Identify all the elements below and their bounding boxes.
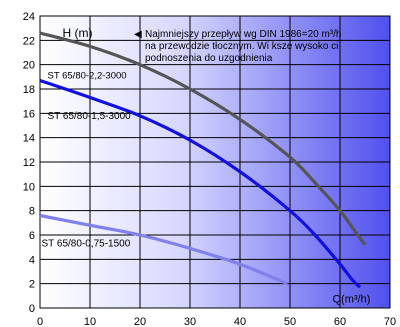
y-tick-label: 8	[29, 206, 35, 218]
x-tick-label: 20	[134, 316, 146, 327]
x-tick-label: 30	[184, 316, 196, 327]
series-line-3	[39, 213, 289, 286]
plot-frame	[39, 15, 391, 309]
y-tick-label: 20	[23, 60, 35, 72]
y-tick-label: 2	[29, 279, 35, 291]
y-axis-label: H (m)	[63, 26, 93, 40]
y-tick-label: 6	[29, 230, 35, 242]
annotation-line-2: na przewodzie tłocznym. Wi ksze wysoko c…	[145, 41, 338, 52]
series-label-st-65-80-0-75-1500: ST 65/80-0,75-1500	[42, 239, 131, 250]
series-line-1	[39, 31, 367, 246]
grid	[39, 15, 391, 309]
y-tick-label: 14	[23, 133, 35, 145]
x-tick-label: 0	[37, 316, 43, 327]
y-tick-label: 24	[23, 11, 35, 23]
annotation: ◀ Najmniejszy przepływ wg DIN 1986=20 m³…	[134, 29, 341, 64]
y-tick-label: 16	[23, 108, 35, 120]
annotation-line-1: Najmniejszy przepływ wg DIN 1986=20 m³/h	[145, 29, 341, 40]
y-tick-label: 4	[29, 254, 35, 266]
y-tick-label: 10	[23, 181, 35, 193]
series-lines	[39, 31, 367, 289]
y-tick-label: 12	[23, 157, 35, 169]
x-tick-label: 40	[234, 316, 246, 327]
y-tick-label: 18	[23, 84, 35, 96]
series-label-st-65-80-2-2-3000: ST 65/80-2,2-3000	[48, 71, 127, 82]
y-tick-label: 22	[23, 35, 35, 47]
x-axis-label: Q(m³/h)	[333, 293, 371, 305]
annotation-line-3: podnoszenia do uzgodnienia	[145, 53, 273, 64]
x-tick-label: 60	[334, 316, 346, 327]
y-tick-label: 0	[29, 303, 35, 315]
series-label-st-65-80-1-5-3000: ST 65/80-1,5-3000	[48, 111, 132, 122]
annotation-marker: ◀	[134, 29, 142, 40]
x-tick-label: 10	[84, 316, 96, 327]
x-tick-label: 50	[284, 316, 296, 327]
x-tick-label: 70	[384, 316, 396, 327]
series-line-2	[39, 78, 362, 289]
x-axis-ticks: 0 10 20 30 40 50 60 70	[37, 316, 396, 327]
